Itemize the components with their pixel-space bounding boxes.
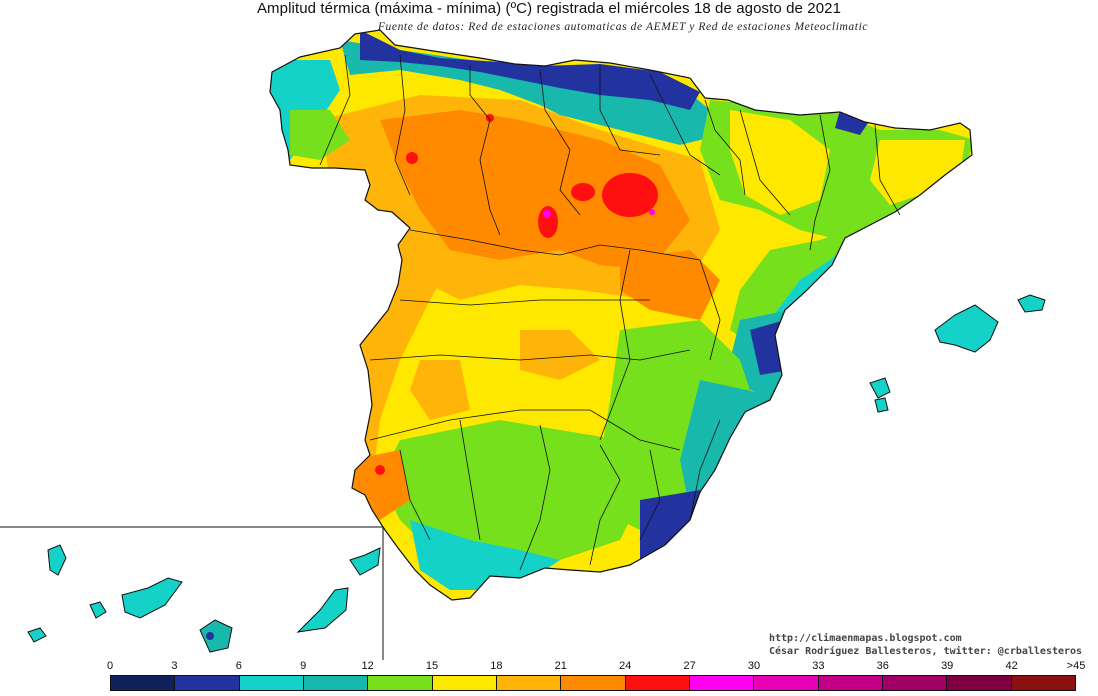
legend-swatch: [561, 676, 626, 690]
legend-swatch: [239, 676, 304, 690]
legend-label: 21: [554, 660, 567, 672]
legend-label: 9: [300, 660, 307, 672]
legend-swatch: [625, 676, 690, 690]
legend-label: >45: [1066, 660, 1086, 672]
legend-swatch: [1011, 676, 1075, 690]
legend-label: 12: [361, 660, 374, 672]
canary-inset: [0, 526, 384, 660]
legend-swatch: [818, 676, 883, 690]
credits: http://climaenmapas.blogspot.com César R…: [769, 632, 1082, 658]
credit-url: http://climaenmapas.blogspot.com: [769, 633, 962, 644]
legend-label: 0: [106, 660, 114, 672]
legend-label: 36: [876, 660, 889, 672]
legend-label: 42: [1005, 660, 1018, 672]
balearic-islands: [869, 294, 1046, 413]
legend-swatch: [754, 676, 819, 690]
map-source: Fuente de datos: Red de estaciones autom…: [377, 21, 869, 33]
legend-label: 33: [812, 660, 825, 672]
credit-author: César Rodríguez Ballesteros, twitter: @c…: [769, 646, 1083, 657]
legend-swatch: [689, 676, 755, 690]
legend-label: 6: [235, 660, 242, 672]
legend-labels: 0 3 6 9 12 15 18 21 24 27 30 33 36 39 42…: [0, 660, 1098, 674]
legend-label: 30: [747, 660, 761, 672]
map-title: Amplitud térmica (máxima - mínima) (ºC) …: [256, 0, 842, 17]
legend-swatch: [111, 676, 176, 690]
legend-label: 24: [619, 660, 632, 672]
legend-label: 18: [490, 660, 503, 672]
legend-swatch: [496, 676, 562, 690]
temperature-range-map: [0, 29, 1046, 660]
legend-label: 27: [683, 660, 696, 672]
legend-label: 39: [941, 660, 954, 672]
legend-swatch: [947, 676, 1012, 690]
legend-swatch: [368, 676, 433, 690]
legend-swatch: [175, 676, 240, 690]
legend-swatch: [432, 676, 497, 690]
legend-swatch: [303, 676, 369, 690]
legend-label: 3: [171, 660, 178, 672]
legend-swatch: [882, 676, 948, 690]
legend-label: 15: [425, 660, 439, 672]
legend-color-bar: [110, 675, 1076, 691]
